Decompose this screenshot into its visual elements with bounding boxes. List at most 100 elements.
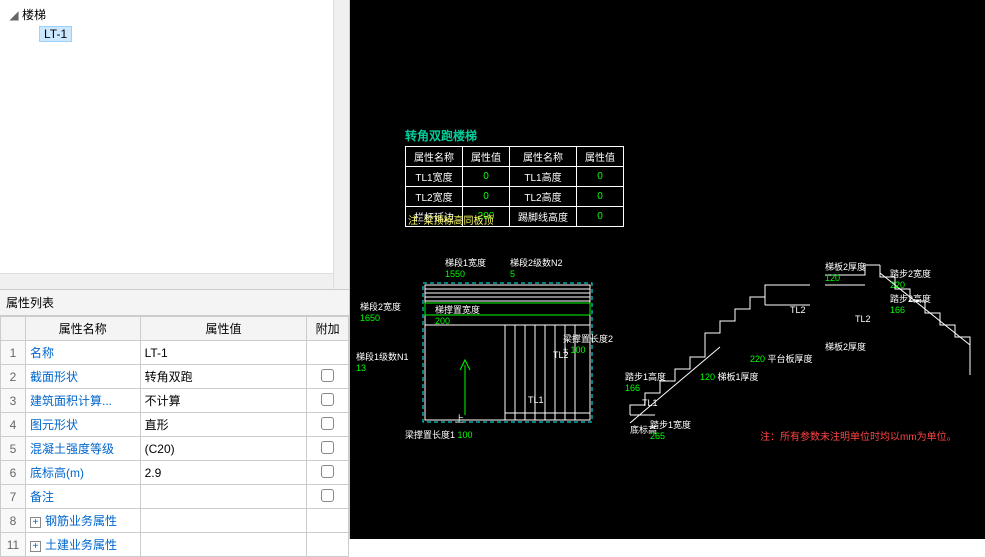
checkbox[interactable] (321, 465, 334, 478)
row-num: 7 (1, 485, 26, 509)
tree-item-label: LT-1 (40, 27, 71, 41)
property-row[interactable]: 1名称LT-1 (1, 341, 349, 365)
prop-extra[interactable] (307, 437, 349, 461)
prop-extra[interactable] (307, 461, 349, 485)
tree-item[interactable]: LT-1 (36, 25, 345, 43)
prop-name: 备注 (26, 485, 141, 509)
lbl-tl2: TL2 (553, 350, 569, 360)
dim: 梯段1级数N113 (356, 350, 409, 373)
property-row[interactable]: 3建筑面积计算...不计算 (1, 389, 349, 413)
param-cell: 属性名称 (510, 147, 577, 167)
param-cell: 踢脚线高度 (510, 207, 577, 227)
cad-viewport[interactable]: 转角双跑楼梯 属性名称属性值属性名称属性值TL1宽度0TL1高度0TL2宽度0T… (350, 0, 985, 539)
checkbox[interactable] (321, 417, 334, 430)
col-extra: 附加 (307, 317, 349, 341)
row-num: 11 (1, 533, 26, 557)
property-list-header: 属性列表 (0, 290, 349, 316)
prop-extra[interactable] (307, 365, 349, 389)
row-num: 8 (1, 509, 26, 533)
lbl-up: 上 (455, 412, 464, 425)
row-num: 3 (1, 389, 26, 413)
dim: 梁撑置长度1 100 (405, 428, 473, 441)
dim: 梁撑置长度2± 100 (563, 332, 613, 355)
dim: 踏步1宽度265 (650, 418, 691, 441)
collapse-icon[interactable]: ◢ (8, 8, 20, 22)
dim: 梯板2厚度 (825, 340, 866, 353)
param-cell: 属性名称 (406, 147, 463, 167)
property-row[interactable]: 7备注 (1, 485, 349, 509)
checkbox[interactable] (321, 369, 334, 382)
dim: 梯段1宽度1550 (445, 256, 486, 279)
dim: TL2 (790, 305, 806, 315)
checkbox[interactable] (321, 441, 334, 454)
tree-root[interactable]: ◢ 楼梯 (4, 4, 345, 25)
prop-value[interactable]: 直形 (140, 413, 307, 437)
dim: TL2 (855, 314, 871, 324)
plan-view (405, 265, 615, 445)
lbl-tl1: TL1 (528, 395, 544, 405)
prop-extra[interactable] (307, 341, 349, 365)
col-value: 属性值 (140, 317, 307, 341)
property-row[interactable]: 11+土建业务属性 (1, 533, 349, 557)
row-num: 5 (1, 437, 26, 461)
prop-value[interactable]: 转角双跑 (140, 365, 307, 389)
checkbox[interactable] (321, 393, 334, 406)
tree-panel: ◢ 楼梯 LT-1 (0, 0, 349, 290)
property-row[interactable]: 8+钢筋业务属性 (1, 509, 349, 533)
expand-icon[interactable]: + (30, 541, 41, 552)
dim: 梯撑置宽度200 (435, 303, 480, 326)
dim: TL1 (642, 398, 658, 408)
prop-extra[interactable] (307, 389, 349, 413)
dim: 踏步2宽度220 (890, 267, 931, 290)
prop-name: 图元形状 (26, 413, 141, 437)
param-cell: 属性值 (577, 147, 624, 167)
dim: 踏步2高度166 (890, 292, 931, 315)
col-blank (1, 317, 26, 341)
param-cell: 0 (463, 187, 510, 207)
prop-name: +土建业务属性 (26, 533, 141, 557)
prop-name: 截面形状 (26, 365, 141, 389)
dim: 踏步1高度166 (625, 370, 666, 393)
param-cell: 0 (463, 167, 510, 187)
property-row[interactable]: 6底标高(m)2.9 (1, 461, 349, 485)
dim: 梯段2级数N25 (510, 256, 563, 279)
prop-name: +钢筋业务属性 (26, 509, 141, 533)
param-cell: TL1高度 (510, 167, 577, 187)
row-num: 4 (1, 413, 26, 437)
prop-extra[interactable] (307, 509, 349, 533)
row-num: 2 (1, 365, 26, 389)
prop-extra[interactable] (307, 413, 349, 437)
scrollbar-horizontal[interactable] (0, 273, 333, 289)
param-cell: TL2宽度 (406, 187, 463, 207)
row-num: 1 (1, 341, 26, 365)
dim: 120 梯板1厚度 (700, 370, 759, 383)
tree-root-label: 楼梯 (22, 6, 46, 23)
property-table: 属性名称 属性值 附加 1名称LT-12截面形状转角双跑3建筑面积计算...不计… (0, 316, 349, 557)
property-row[interactable]: 4图元形状直形 (1, 413, 349, 437)
prop-value[interactable]: LT-1 (140, 341, 307, 365)
prop-value[interactable] (140, 509, 307, 533)
prop-extra[interactable] (307, 485, 349, 509)
prop-name: 混凝土强度等级 (26, 437, 141, 461)
prop-value[interactable] (140, 485, 307, 509)
scrollbar-vertical[interactable] (333, 0, 349, 289)
param-cell: TL1宽度 (406, 167, 463, 187)
param-cell: 0 (577, 207, 624, 227)
prop-value[interactable]: 2.9 (140, 461, 307, 485)
prop-value[interactable]: 不计算 (140, 389, 307, 413)
col-name: 属性名称 (26, 317, 141, 341)
dim: 梯板2厚度120 (825, 260, 866, 283)
param-cell: 0 (577, 167, 624, 187)
row-num: 6 (1, 461, 26, 485)
expand-icon[interactable]: + (30, 517, 41, 528)
prop-extra[interactable] (307, 533, 349, 557)
property-row[interactable]: 2截面形状转角双跑 (1, 365, 349, 389)
left-panel: ◢ 楼梯 LT-1 属性列表 属性名称 属性值 附加 1名称LT-12截面形状转… (0, 0, 350, 539)
param-cell: 0 (577, 187, 624, 207)
prop-value[interactable] (140, 533, 307, 557)
prop-value[interactable]: (C20) (140, 437, 307, 461)
checkbox[interactable] (321, 489, 334, 502)
param-cell: 属性值 (463, 147, 510, 167)
property-row[interactable]: 5混凝土强度等级(C20) (1, 437, 349, 461)
dim: 梯段2宽度1650 (360, 300, 401, 323)
